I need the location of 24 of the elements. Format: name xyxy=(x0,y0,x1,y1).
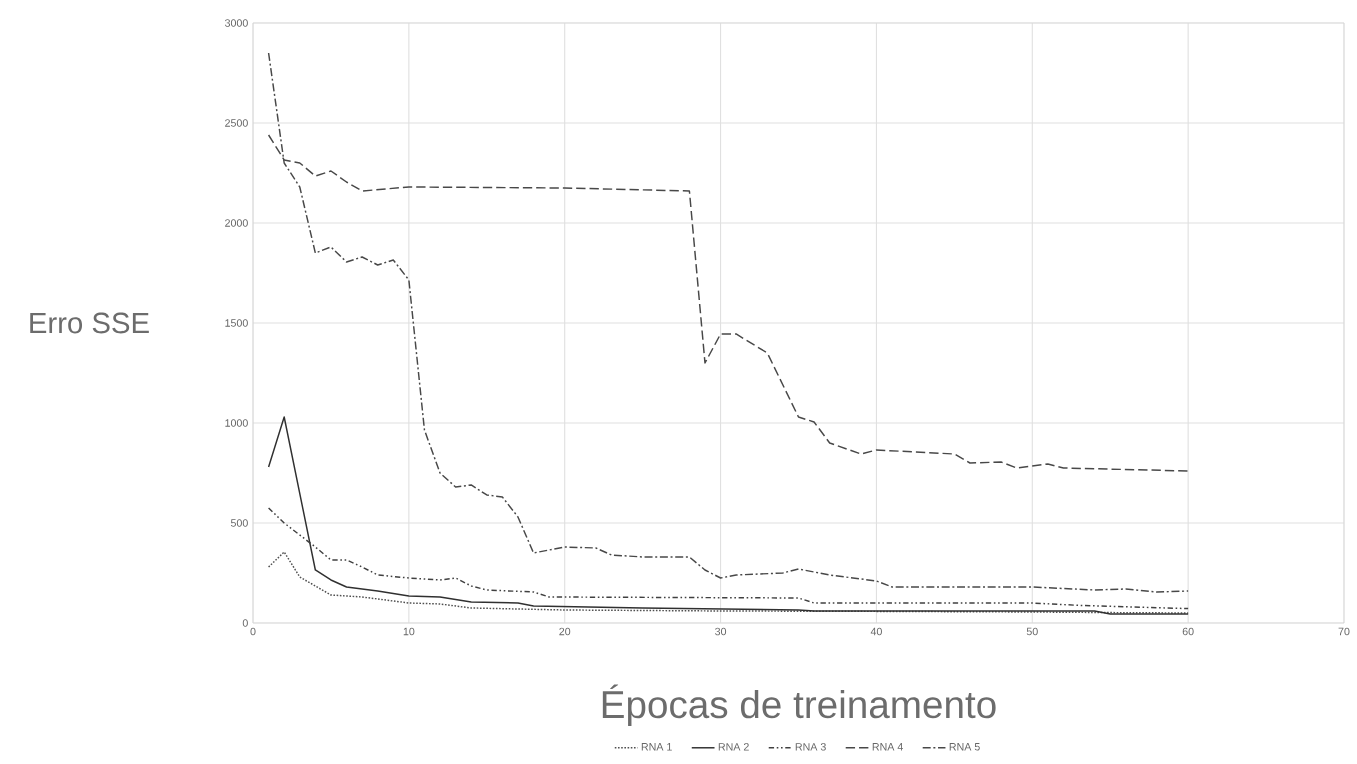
line-series xyxy=(267,416,1189,615)
y-tick-label: 2500 xyxy=(225,119,248,127)
x-axis-title: Épocas de treinamento xyxy=(602,684,996,726)
x-tick-label: 20 xyxy=(559,627,571,636)
legend-label: RNA 5 xyxy=(949,743,980,751)
x-tick-label: 60 xyxy=(1182,627,1194,636)
y-axis-title: Erro SSE xyxy=(30,312,149,334)
y-tick-label: 500 xyxy=(230,519,248,527)
y-tick-label: 2000 xyxy=(225,219,248,227)
x-tick-label: 40 xyxy=(870,627,882,636)
legend-label: RNA 1 xyxy=(641,743,672,751)
legend-label: RNA 3 xyxy=(795,743,826,751)
legend-label: RNA 2 xyxy=(718,743,749,751)
y-tick-label: 1500 xyxy=(225,319,248,327)
y-tick-label: 0 xyxy=(242,619,248,627)
x-tick-label: 30 xyxy=(715,627,727,636)
y-tick-label: 1000 xyxy=(225,419,248,427)
legend-label: RNA 4 xyxy=(872,743,903,751)
y-tick-label: 3000 xyxy=(224,19,248,27)
x-tick-label: 70 xyxy=(1338,627,1350,636)
line-series xyxy=(267,507,1189,610)
x-tick-label: 0 xyxy=(250,627,256,636)
x-tick-label: 50 xyxy=(1026,627,1038,636)
x-tick-label: 10 xyxy=(403,627,415,636)
